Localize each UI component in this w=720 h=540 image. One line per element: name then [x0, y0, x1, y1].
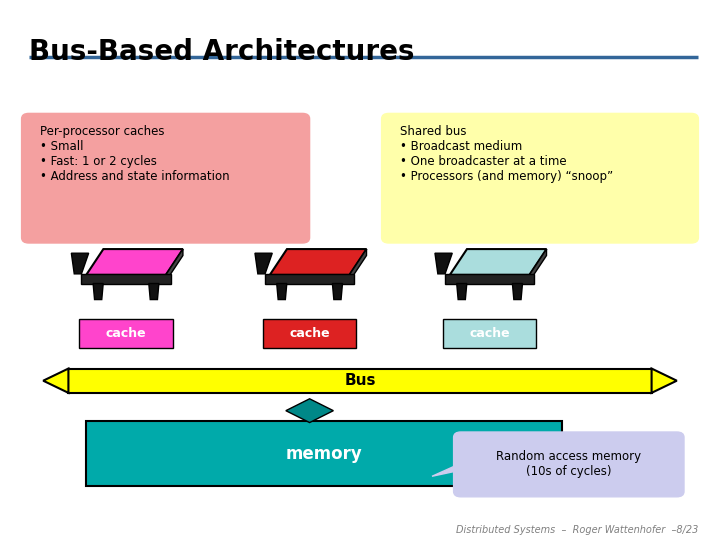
FancyBboxPatch shape — [79, 319, 173, 348]
FancyBboxPatch shape — [263, 319, 356, 348]
Text: Distributed Systems  –  Roger Wattenhofer  –8/23: Distributed Systems – Roger Wattenhofer … — [456, 524, 698, 535]
Polygon shape — [86, 249, 183, 275]
FancyBboxPatch shape — [382, 113, 698, 243]
FancyBboxPatch shape — [265, 274, 354, 284]
Polygon shape — [456, 284, 467, 300]
Text: Bus-Based Architectures: Bus-Based Architectures — [29, 38, 414, 66]
Polygon shape — [43, 368, 68, 393]
Polygon shape — [349, 249, 366, 281]
Text: Random access memory
(10s of cycles): Random access memory (10s of cycles) — [496, 450, 642, 478]
Text: Per-processor caches
• Small
• Fast: 1 or 2 cycles
• Address and state informati: Per-processor caches • Small • Fast: 1 o… — [40, 125, 229, 183]
Polygon shape — [149, 284, 159, 300]
Polygon shape — [513, 284, 523, 300]
Text: cache: cache — [469, 327, 510, 340]
Text: cache: cache — [289, 327, 330, 340]
Polygon shape — [529, 249, 546, 281]
FancyBboxPatch shape — [86, 421, 562, 486]
Text: memory: memory — [286, 444, 362, 463]
FancyBboxPatch shape — [445, 274, 534, 284]
Polygon shape — [432, 462, 500, 476]
Polygon shape — [166, 249, 183, 281]
Polygon shape — [435, 253, 452, 274]
Polygon shape — [276, 284, 287, 300]
FancyBboxPatch shape — [454, 432, 684, 497]
FancyBboxPatch shape — [81, 274, 171, 284]
Polygon shape — [652, 368, 677, 393]
Polygon shape — [255, 253, 272, 274]
Text: Bus: Bus — [344, 373, 376, 388]
FancyBboxPatch shape — [443, 319, 536, 348]
Polygon shape — [71, 253, 89, 274]
Polygon shape — [270, 249, 366, 275]
Polygon shape — [179, 238, 234, 240]
Polygon shape — [93, 284, 103, 300]
FancyBboxPatch shape — [22, 113, 310, 243]
FancyBboxPatch shape — [68, 369, 652, 393]
Polygon shape — [450, 249, 546, 275]
Polygon shape — [286, 399, 333, 422]
Text: cache: cache — [106, 327, 146, 340]
Polygon shape — [333, 284, 343, 300]
Polygon shape — [431, 238, 492, 240]
Text: Shared bus
• Broadcast medium
• One broadcaster at a time
• Processors (and memo: Shared bus • Broadcast medium • One broa… — [400, 125, 613, 183]
